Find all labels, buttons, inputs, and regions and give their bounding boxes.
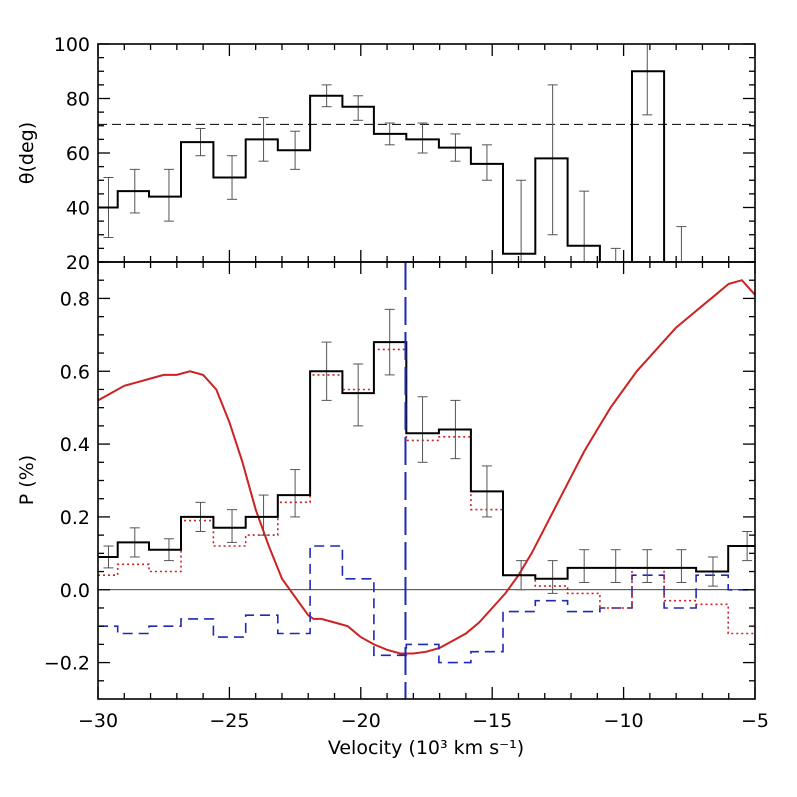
angle-panel: 20 40 60 80 100 θ(deg): [16, 34, 756, 274]
x-axis-label: Velocity (10³ km s⁻¹): [328, 737, 524, 759]
angle-error-bars: [103, 44, 687, 262]
bottom-plot-frame: [97, 261, 756, 700]
top-axis-ticks: 20 40 60 80 100: [54, 34, 756, 274]
bottom-y-tick-label: 0.8: [60, 288, 90, 310]
top-y-tick-label: 100: [54, 34, 90, 56]
p-step-series: [98, 341, 755, 580]
top-y-tick-label: 40: [66, 198, 90, 220]
x-tick-label: −15: [472, 710, 512, 732]
u-step-series: [98, 545, 755, 664]
x-tick-label: −10: [604, 710, 644, 732]
x-tick-label: −5: [741, 710, 769, 732]
x-tick-label: −25: [209, 710, 249, 732]
bottom-y-tick-label: −0.2: [44, 653, 90, 675]
polarization-panel: −0.2 0.0 0.2 0.4 0.6 0.8 −30 −25 −20 −15 −10 −5 P (…: [16, 261, 769, 759]
top-y-tick-label: 80: [66, 89, 90, 111]
top-y-axis-label: θ(deg): [16, 122, 38, 184]
bottom-y-tick-label: 0.6: [60, 361, 90, 383]
angle-step-series: [98, 70, 666, 262]
top-y-tick-label: 60: [66, 143, 90, 165]
x-tick-label: −30: [78, 710, 118, 732]
bottom-y-axis-label: P (%): [16, 455, 38, 505]
bottom-axis-ticks: −0.2 0.0 0.2 0.4 0.6 0.8 −30 −25 −20 −15 −10 −5: [44, 261, 769, 732]
bottom-y-tick-label: 0.2: [60, 507, 90, 529]
x-tick-label: −20: [341, 710, 381, 732]
flux-curve: [98, 279, 755, 655]
top-y-tick-label: 20: [66, 252, 90, 274]
bottom-y-tick-label: 0.4: [60, 434, 90, 456]
q-step-series: [98, 348, 755, 635]
bottom-y-tick-label: 0.0: [60, 580, 90, 602]
